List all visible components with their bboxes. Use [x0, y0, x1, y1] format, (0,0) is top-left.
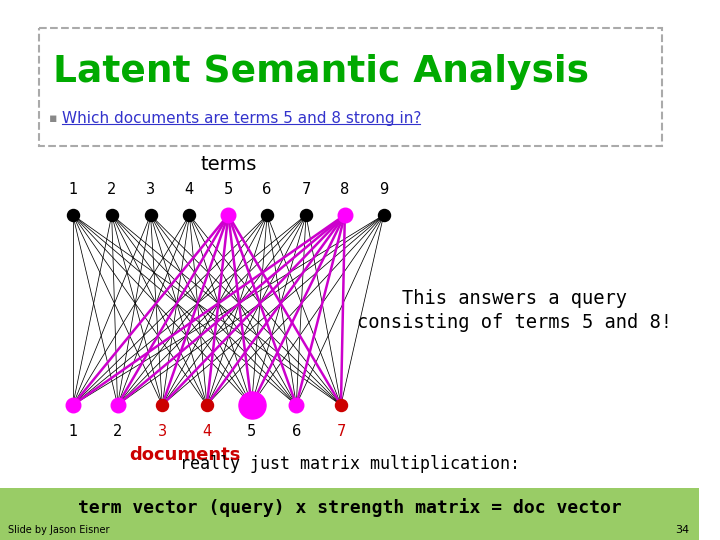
FancyBboxPatch shape [39, 28, 662, 146]
Text: Slide by Jason Eisner: Slide by Jason Eisner [8, 525, 109, 535]
Text: 6: 6 [292, 423, 301, 438]
Point [336, 401, 347, 409]
Text: 4: 4 [185, 181, 194, 197]
Point [201, 401, 212, 409]
Point [67, 211, 78, 219]
Text: consisting of terms 5 and 8!: consisting of terms 5 and 8! [357, 313, 672, 332]
Text: 2: 2 [107, 181, 117, 197]
Text: terms: terms [200, 156, 256, 174]
Text: 3: 3 [158, 423, 167, 438]
Text: documents: documents [129, 446, 240, 464]
Text: 1: 1 [68, 423, 78, 438]
Text: Which documents are terms 5 and 8 strong in?: Which documents are terms 5 and 8 strong… [62, 111, 421, 125]
Point [261, 211, 273, 219]
Text: 9: 9 [379, 181, 388, 197]
Point [222, 211, 234, 219]
Text: 7: 7 [301, 181, 310, 197]
Point [112, 401, 123, 409]
Point [156, 401, 168, 409]
Text: really just matrix multiplication:: really just matrix multiplication: [180, 455, 520, 473]
Text: 34: 34 [675, 525, 690, 535]
Text: ▪: ▪ [48, 111, 57, 125]
Point [67, 401, 78, 409]
Point [300, 211, 312, 219]
Point [145, 211, 156, 219]
Point [378, 211, 390, 219]
Text: 7: 7 [336, 423, 346, 438]
Text: 5: 5 [247, 423, 256, 438]
Text: 8: 8 [341, 181, 349, 197]
Point [246, 401, 257, 409]
Text: 3: 3 [146, 181, 155, 197]
Text: 4: 4 [202, 423, 212, 438]
Point [290, 401, 302, 409]
Text: 6: 6 [263, 181, 271, 197]
Bar [0, 488, 699, 540]
Point [184, 211, 195, 219]
Point [106, 211, 117, 219]
Point [339, 211, 351, 219]
Text: Latent Semantic Analysis: Latent Semantic Analysis [53, 54, 590, 90]
Text: This answers a query: This answers a query [402, 288, 627, 307]
Text: 1: 1 [68, 181, 78, 197]
Text: 5: 5 [224, 181, 233, 197]
Text: 2: 2 [113, 423, 122, 438]
Text: term vector (query) x strength matrix = doc vector: term vector (query) x strength matrix = … [78, 498, 621, 517]
